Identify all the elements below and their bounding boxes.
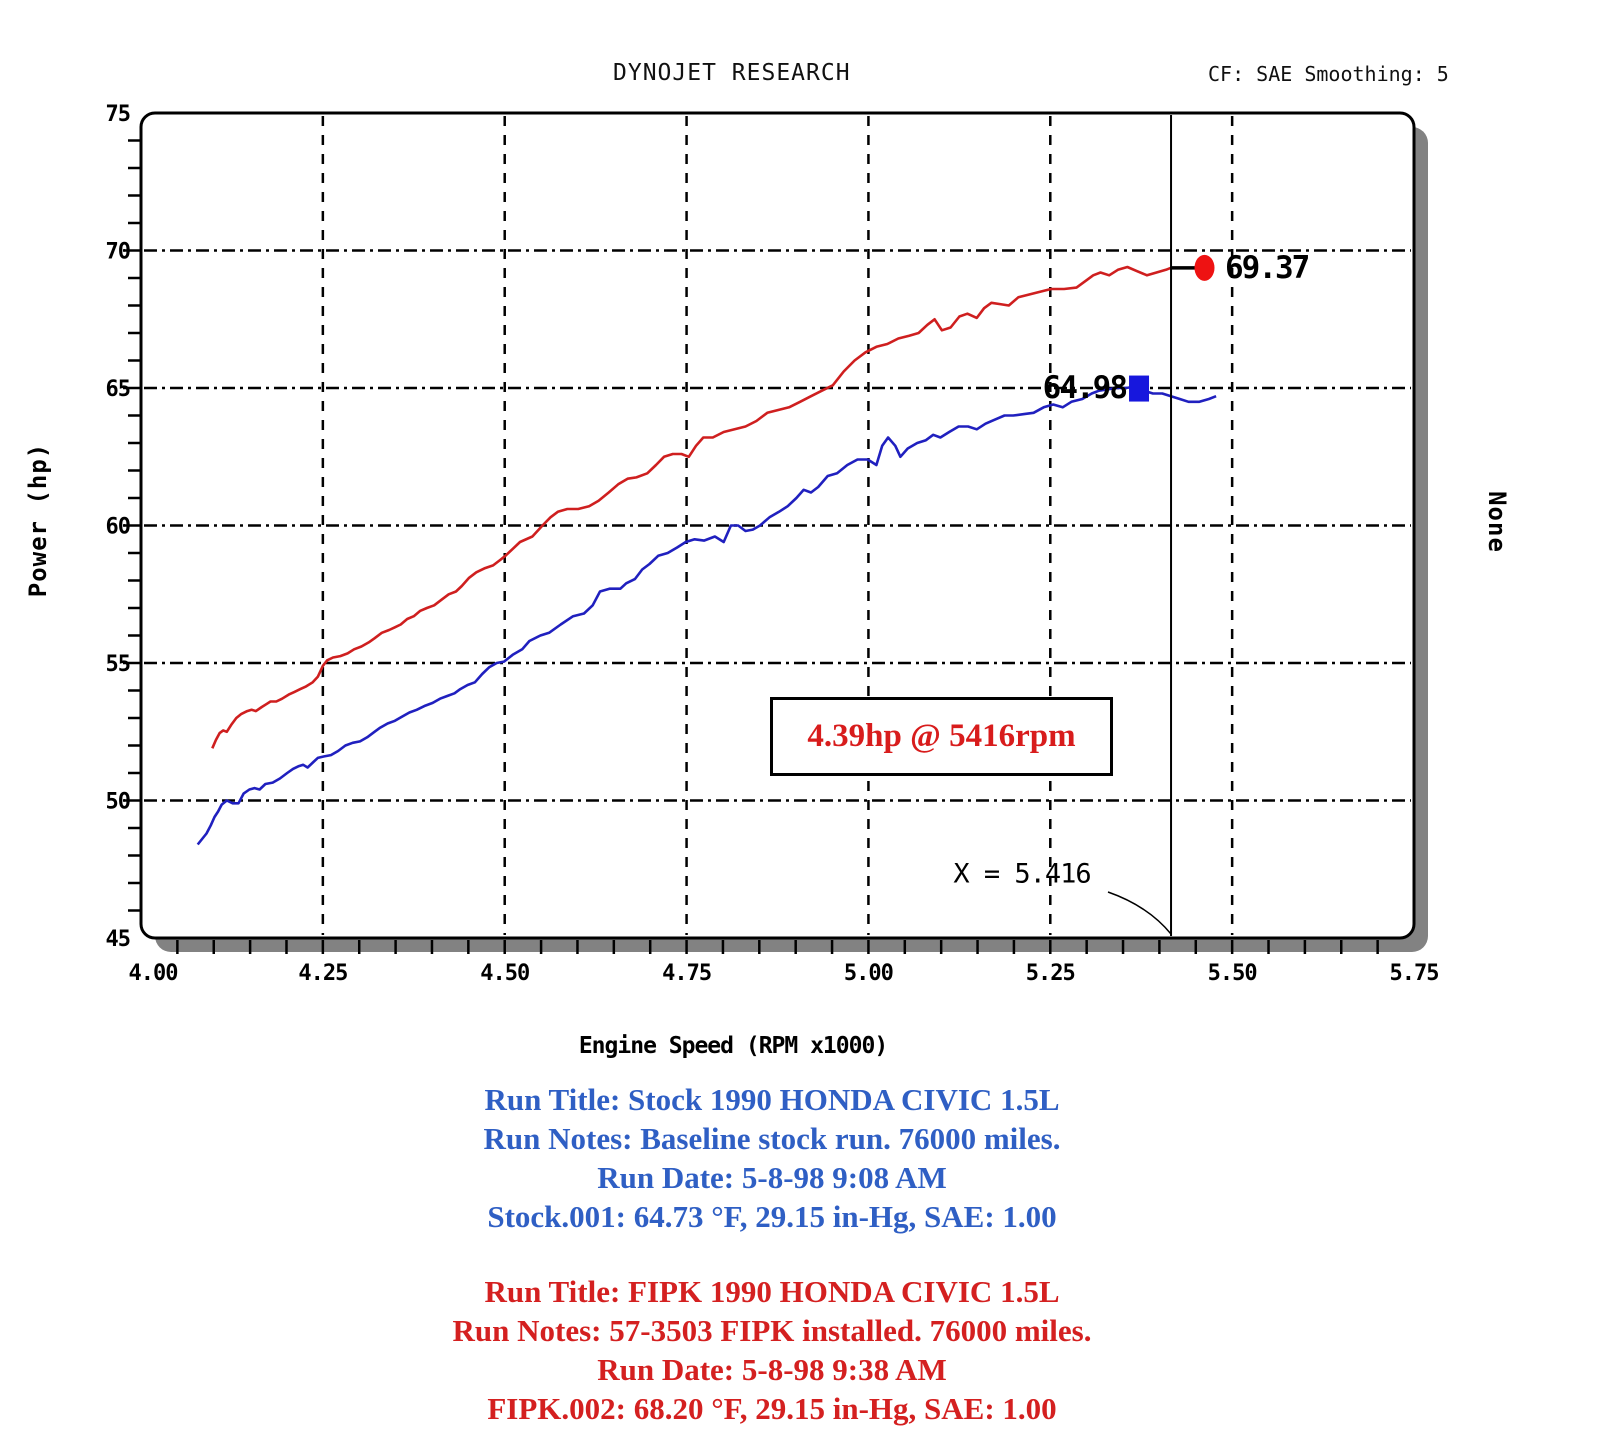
x-tick-label: 5.50 bbox=[1208, 961, 1257, 986]
run-info-line: Run Title: Stock 1990 HONDA CIVIC 1.5L bbox=[484, 1082, 1060, 1117]
fipk-run-info: Run Title: FIPK 1990 HONDA CIVIC 1.5L Ru… bbox=[72, 1272, 1472, 1428]
run-info-line: Run Notes: Baseline stock run. 76000 mil… bbox=[483, 1121, 1061, 1156]
run-info-line: Run Date: 5-8-98 9:38 AM bbox=[597, 1352, 947, 1387]
run-info-line: Run Title: FIPK 1990 HONDA CIVIC 1.5L bbox=[484, 1274, 1060, 1309]
fipk-peak-value-label: 69.37 bbox=[1225, 250, 1310, 286]
x-tick-label: 5.75 bbox=[1390, 961, 1439, 986]
correction-smoothing-info: CF: SAE Smoothing: 5 bbox=[1208, 62, 1449, 86]
y-tick-label: 45 bbox=[106, 927, 131, 952]
run-info-line: Run Notes: 57-3503 FIPK installed. 76000… bbox=[452, 1313, 1092, 1348]
stock-peak-marker[interactable] bbox=[1129, 375, 1150, 402]
y-tick-label: 65 bbox=[106, 377, 131, 402]
x-axis-title: Engine Speed (RPM x1000) bbox=[578, 1033, 888, 1059]
fipk-power-curve bbox=[211, 265, 1172, 749]
stock-power-curve bbox=[196, 385, 1217, 846]
y-tick-label: 75 bbox=[106, 102, 131, 127]
x-tick-label: 4.75 bbox=[662, 961, 711, 986]
y-tick-label: 55 bbox=[106, 652, 131, 677]
annotation-box: 4.39hp @ 5416rpm bbox=[770, 697, 1113, 776]
right-axis-title: None bbox=[1483, 491, 1511, 553]
y-axis-title: Power (hp) bbox=[24, 442, 52, 598]
y-tick-label: 60 bbox=[106, 515, 131, 540]
run-info-line: FIPK.002: 68.20 °F, 29.15 in-Hg, SAE: 1.… bbox=[487, 1391, 1057, 1426]
x-tick-label: 4.00 bbox=[129, 961, 178, 986]
app-title: DYNOJET RESEARCH bbox=[613, 60, 851, 86]
y-tick-label: 50 bbox=[106, 790, 131, 815]
cursor-x-label: X = 5.416 bbox=[953, 858, 1091, 890]
run-info-line: Stock.001: 64.73 °F, 29.15 in-Hg, SAE: 1… bbox=[487, 1199, 1057, 1234]
run-info-line: Run Date: 5-8-98 9:08 AM bbox=[597, 1160, 947, 1195]
dyno-plot: 4.00 4.25 4.50 4.75 5.00 5.25 5.50 5.75 45 50 55 60… bbox=[106, 102, 1440, 986]
cursor-label-leader bbox=[1107, 891, 1172, 935]
x-tick-label: 5.00 bbox=[844, 961, 893, 986]
stock-run-info: Run Title: Stock 1990 HONDA CIVIC 1.5L R… bbox=[72, 1080, 1472, 1236]
fipk-peak-marker[interactable] bbox=[1194, 254, 1215, 281]
y-tick-label: 70 bbox=[106, 240, 131, 265]
stock-peak-value-label: 64.98 bbox=[1042, 370, 1128, 406]
x-tick-label: 4.50 bbox=[480, 961, 529, 986]
x-tick-label: 5.25 bbox=[1026, 961, 1075, 986]
x-tick-label: 4.25 bbox=[298, 961, 347, 986]
gain-annotation-text: 4.39hp @ 5416rpm bbox=[807, 718, 1076, 754]
